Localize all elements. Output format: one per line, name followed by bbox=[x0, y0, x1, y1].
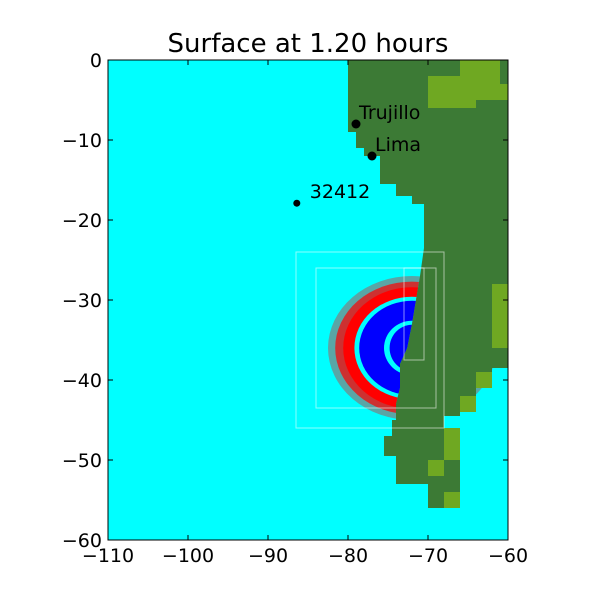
y-tick-label-4: −40 bbox=[62, 370, 102, 392]
location-label-2: 32412 bbox=[310, 181, 370, 203]
y-tick-label-2: −20 bbox=[62, 210, 102, 232]
grid-boxes bbox=[295, 251, 445, 429]
highland-cell-5 bbox=[460, 396, 476, 412]
x-tick-label-2: −90 bbox=[248, 545, 288, 567]
axis-ticks: −110 −100 −90 −80 −70 −60 0 −10 −20 −30 −40 −50 −60 bbox=[62, 50, 528, 567]
grid-box-0 bbox=[295, 251, 445, 429]
x-tick-label-1: −100 bbox=[162, 545, 214, 567]
location-label-1: Lima bbox=[375, 134, 421, 156]
x-tick-label-3: −80 bbox=[328, 545, 368, 567]
grid-box-1 bbox=[315, 267, 437, 409]
y-tick-label-6: −60 bbox=[62, 530, 102, 552]
y-tick-label-3: −30 bbox=[62, 290, 102, 312]
y-tick-label-5: −50 bbox=[62, 450, 102, 472]
location-label-0: Trujillo bbox=[358, 102, 420, 124]
location-marker-1 bbox=[367, 151, 377, 161]
highland-cell-3 bbox=[492, 284, 508, 348]
x-tick-label-5: −60 bbox=[488, 545, 528, 567]
location-marker-0 bbox=[351, 119, 361, 129]
chart-title: Surface at 1.20 hours bbox=[168, 29, 449, 59]
location-marker-2 bbox=[293, 199, 301, 207]
y-tick-label-0: 0 bbox=[90, 50, 102, 72]
y-tick-label-1: −10 bbox=[62, 130, 102, 152]
highland-cell-6 bbox=[444, 428, 460, 460]
highland-cell-7 bbox=[428, 460, 444, 476]
highland-cell-4 bbox=[476, 372, 492, 388]
x-tick-label-0: −110 bbox=[82, 545, 134, 567]
highland-cell-8 bbox=[444, 492, 460, 508]
grid-box-2 bbox=[403, 267, 425, 361]
location-markers: Trujillo Lima 32412 bbox=[293, 102, 421, 207]
highland-cell-2 bbox=[476, 84, 508, 100]
plot-area bbox=[108, 60, 508, 540]
x-tick-label-4: −70 bbox=[408, 545, 448, 567]
